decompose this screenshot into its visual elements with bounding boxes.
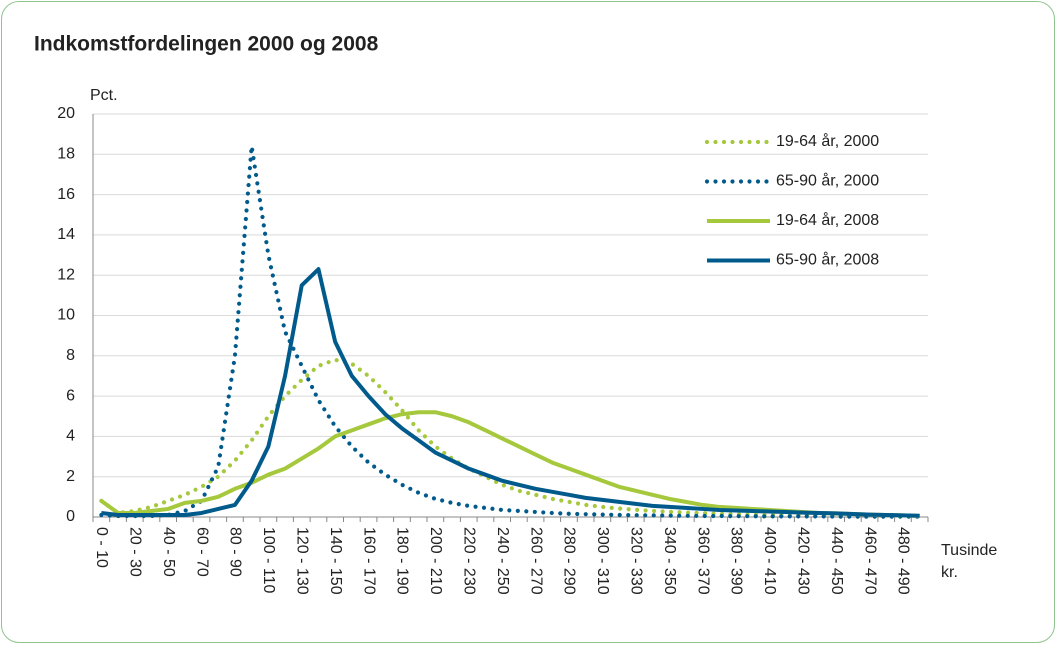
y-tick-label: 6 (66, 387, 75, 404)
x-tick-label: 320 - 330 (628, 527, 645, 595)
series-line (99, 357, 922, 519)
legend-label: 65-90 år, 2008 (776, 251, 879, 269)
x-tick-label: 160 - 170 (360, 527, 377, 595)
y-tick-label: 12 (57, 266, 75, 283)
chart-title: Indkomstfordelingen 2000 og 2008 (34, 33, 379, 56)
x-tick-label: 300 - 310 (594, 527, 611, 595)
x-tick-label: 200 - 210 (427, 527, 444, 595)
x-tick-label: 140 - 150 (327, 527, 344, 595)
y-tick-label: 16 (57, 186, 75, 203)
x-tick-label: 440 - 450 (828, 527, 845, 595)
x-tick-label: 0 - 10 (93, 527, 110, 568)
y-tick-label: 10 (57, 307, 75, 324)
y-tick-label: 2 (66, 468, 75, 485)
x-tick-label: 240 - 250 (494, 527, 511, 595)
x-tick-label: 460 - 470 (861, 527, 878, 595)
x-tick-label: 220 - 230 (461, 527, 478, 595)
x-tick-label: 260 - 270 (527, 527, 544, 595)
x-tick-label: 420 - 430 (795, 527, 812, 595)
x-axis-label: Tusinde kr. (941, 542, 998, 581)
y-tick-label: 14 (57, 226, 75, 243)
x-tick-label: 340 - 350 (661, 527, 678, 595)
x-tick-label: 20 - 30 (127, 527, 144, 577)
x-tick-label: 360 - 370 (694, 527, 711, 595)
x-tick-label: 380 - 390 (728, 527, 745, 595)
y-tick-label: 18 (57, 146, 75, 163)
x-tick-label: 80 - 90 (227, 527, 244, 577)
x-tick-label: 60 - 70 (193, 527, 210, 577)
x-tick-label: 100 - 110 (260, 527, 277, 594)
legend-label: 19-64 år, 2000 (776, 132, 879, 150)
y-tick-label: 0 (66, 508, 75, 525)
series-line (101, 267, 920, 518)
x-tick-label: 180 - 190 (394, 527, 411, 595)
legend-label: 65-90 år, 2000 (776, 172, 879, 190)
x-tick-label: 480 - 490 (895, 527, 912, 595)
x-tick-label: 120 - 130 (294, 527, 311, 595)
x-tick-label: 400 - 410 (761, 527, 778, 595)
y-axis-label: Pct. (90, 87, 118, 104)
y-tick-label: 20 (57, 105, 75, 122)
series-line (100, 410, 920, 518)
legend-label: 19-64 år, 2008 (776, 211, 879, 229)
y-tick-label: 8 (66, 347, 75, 364)
x-tick-label: 40 - 50 (160, 527, 177, 577)
x-tick-label: 280 - 290 (561, 527, 578, 595)
series-line (99, 145, 922, 519)
y-tick-label: 4 (66, 428, 75, 445)
